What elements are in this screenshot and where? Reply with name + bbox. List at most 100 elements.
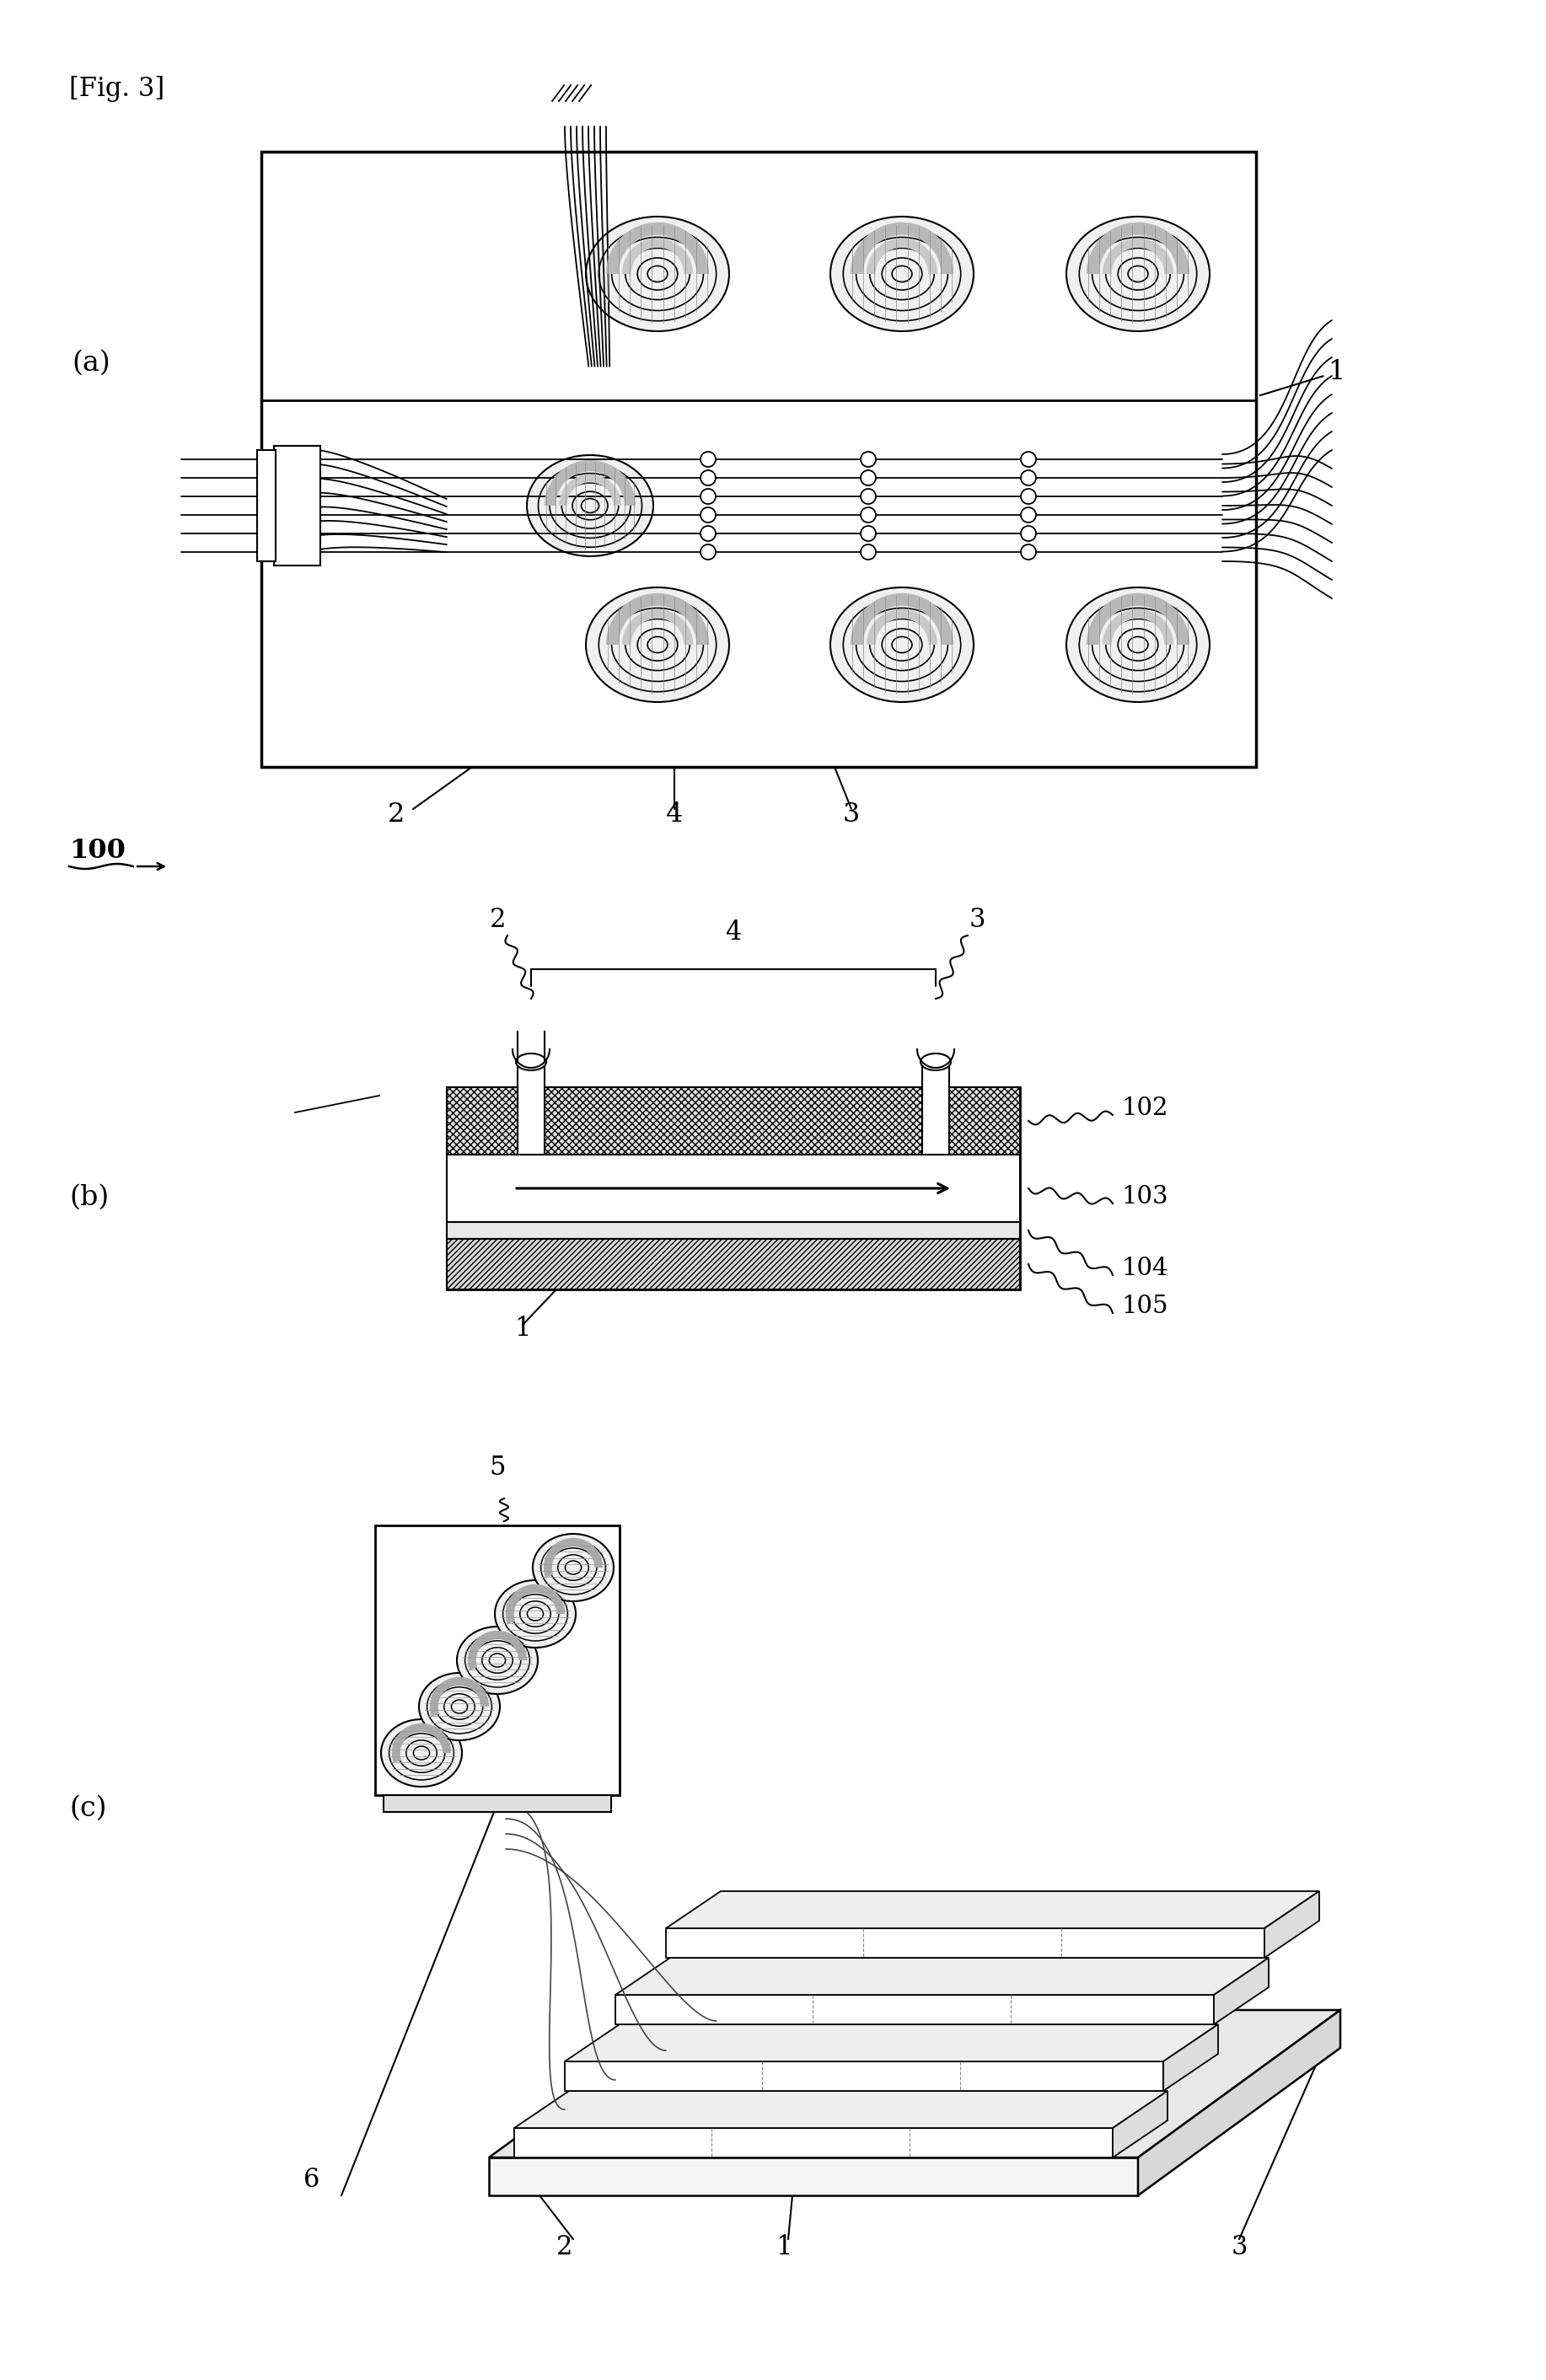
Polygon shape (1214, 1959, 1269, 2025)
Polygon shape (1113, 2092, 1167, 2159)
Wedge shape (1102, 609, 1173, 645)
Circle shape (1020, 545, 1036, 559)
Polygon shape (1163, 2025, 1218, 2092)
Circle shape (700, 452, 716, 466)
Text: 2: 2 (557, 2235, 574, 2261)
Bar (447, 1154, 1020, 1221)
Polygon shape (489, 2011, 1340, 2159)
Wedge shape (606, 221, 710, 274)
Wedge shape (558, 474, 621, 505)
Wedge shape (391, 1723, 451, 1764)
Text: 3: 3 (843, 802, 860, 828)
Polygon shape (564, 2061, 1163, 2092)
Polygon shape (1265, 1892, 1319, 1959)
Ellipse shape (380, 1718, 462, 1787)
Bar (261, 152, 1255, 766)
Polygon shape (1138, 2011, 1340, 2194)
Bar (383, 1795, 611, 1811)
Text: 105: 105 (1121, 1295, 1167, 1319)
Text: 2: 2 (388, 802, 405, 828)
Circle shape (861, 507, 877, 524)
Circle shape (700, 526, 716, 540)
Wedge shape (544, 459, 635, 505)
Bar (447, 1088, 1020, 1290)
Bar (257, 450, 275, 562)
Wedge shape (866, 238, 937, 274)
Ellipse shape (419, 1673, 499, 1740)
Bar (274, 445, 320, 566)
Ellipse shape (458, 1626, 538, 1695)
Wedge shape (544, 1537, 603, 1578)
Polygon shape (615, 1994, 1214, 2025)
Wedge shape (430, 1678, 489, 1716)
Wedge shape (850, 593, 954, 645)
Text: 1: 1 (776, 2235, 792, 2261)
Polygon shape (666, 1892, 1319, 1928)
Text: 1: 1 (515, 1316, 530, 1342)
Text: (a): (a) (71, 350, 110, 376)
Wedge shape (621, 609, 693, 645)
Text: 103: 103 (1121, 1185, 1169, 1209)
Text: 2: 2 (490, 907, 506, 933)
Circle shape (1020, 471, 1036, 486)
Text: 5: 5 (489, 1454, 506, 1480)
Circle shape (1020, 452, 1036, 466)
Wedge shape (866, 609, 937, 645)
Text: 102: 102 (1121, 1097, 1167, 1121)
Text: 100: 100 (70, 838, 125, 864)
Ellipse shape (495, 1580, 575, 1647)
Wedge shape (1087, 593, 1189, 645)
Ellipse shape (830, 588, 974, 702)
Circle shape (1020, 507, 1036, 524)
Wedge shape (506, 1585, 564, 1623)
Wedge shape (1087, 221, 1189, 274)
Ellipse shape (533, 1533, 614, 1602)
Circle shape (1020, 526, 1036, 540)
Circle shape (700, 507, 716, 524)
Ellipse shape (586, 588, 730, 702)
Wedge shape (850, 221, 954, 274)
Text: 104: 104 (1121, 1257, 1167, 1280)
Circle shape (700, 488, 716, 505)
Bar (518, 1061, 544, 1154)
Wedge shape (606, 593, 710, 645)
Polygon shape (489, 2159, 1138, 2194)
Polygon shape (564, 2025, 1218, 2061)
Ellipse shape (920, 1054, 951, 1071)
Ellipse shape (830, 217, 974, 331)
Text: 1: 1 (1260, 359, 1345, 395)
Ellipse shape (527, 455, 654, 557)
Ellipse shape (516, 1054, 546, 1071)
Circle shape (861, 452, 877, 466)
Ellipse shape (1067, 217, 1209, 331)
Text: 4: 4 (725, 919, 742, 945)
Bar (447, 1221, 1020, 1240)
Bar (376, 1526, 620, 1795)
Ellipse shape (1067, 588, 1209, 702)
Wedge shape (468, 1630, 527, 1671)
Circle shape (861, 471, 877, 486)
Text: (b): (b) (70, 1185, 108, 1211)
Circle shape (700, 545, 716, 559)
Bar (447, 1240, 1020, 1290)
Wedge shape (621, 238, 693, 274)
Bar (447, 1088, 1020, 1154)
Circle shape (861, 488, 877, 505)
Circle shape (1020, 488, 1036, 505)
Polygon shape (515, 2128, 1113, 2159)
Circle shape (861, 545, 877, 559)
Text: [Fig. 3]: [Fig. 3] (70, 76, 164, 102)
Circle shape (861, 526, 877, 540)
Polygon shape (666, 1928, 1265, 1959)
Ellipse shape (586, 217, 730, 331)
Wedge shape (1102, 238, 1173, 274)
Text: 3: 3 (1231, 2235, 1248, 2261)
Text: 4: 4 (666, 802, 683, 828)
Text: 3: 3 (969, 907, 986, 933)
Text: (c): (c) (70, 1795, 107, 1823)
Circle shape (700, 471, 716, 486)
Text: 6: 6 (303, 2166, 320, 2192)
Polygon shape (515, 2092, 1167, 2128)
Bar (923, 1061, 949, 1154)
Polygon shape (615, 1959, 1269, 1994)
